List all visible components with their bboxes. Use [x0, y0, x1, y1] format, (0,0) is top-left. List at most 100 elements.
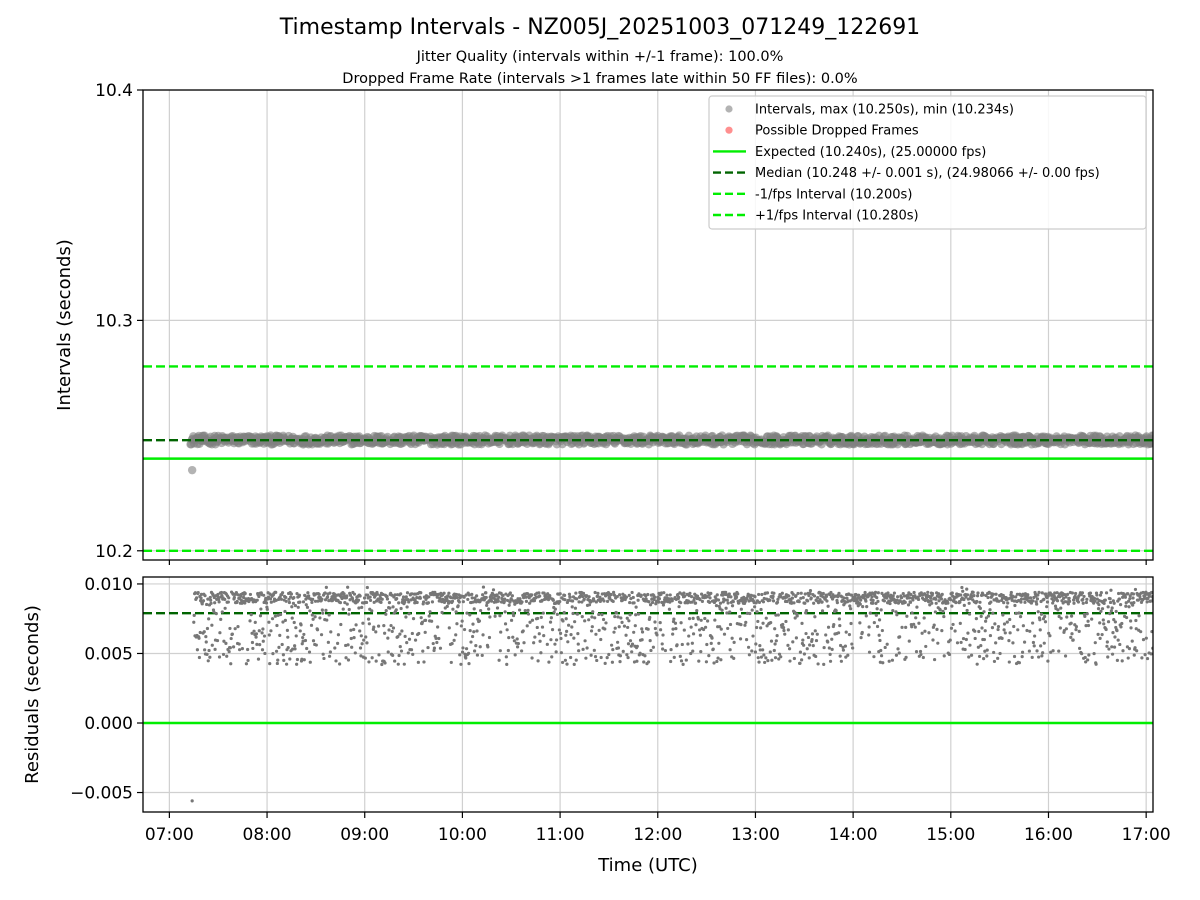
data-point-bottom: [650, 600, 655, 605]
data-point-bottom: [1080, 591, 1085, 595]
data-point-bottom: [549, 638, 553, 642]
data-point-bottom: [1109, 588, 1113, 592]
data-point-bottom: [744, 620, 748, 624]
data-point-bottom: [828, 659, 833, 663]
data-point-bottom: [726, 601, 730, 605]
data-point-bottom: [873, 590, 878, 594]
data-point-bottom: [808, 591, 812, 596]
data-point-bottom: [726, 626, 730, 631]
data-point-bottom: [310, 613, 314, 617]
data-point-bottom: [346, 643, 350, 647]
data-point-bottom: [1081, 597, 1085, 601]
data-point-bottom: [587, 595, 591, 599]
data-point-bottom: [909, 592, 913, 597]
data-point-bottom: [409, 598, 413, 602]
data-point-bottom: [983, 649, 987, 653]
data-point-bottom: [367, 660, 371, 664]
data-point-bottom: [346, 658, 351, 662]
data-point-bottom: [460, 619, 464, 623]
data-point-bottom: [248, 592, 253, 597]
data-point-bottom: [537, 591, 541, 595]
data-point-bottom: [973, 629, 977, 633]
data-point-bottom: [694, 623, 698, 627]
data-point-bottom: [447, 591, 451, 595]
data-point-bottom: [1154, 653, 1157, 656]
data-point-bottom: [794, 636, 798, 640]
data-point-bottom: [367, 622, 371, 626]
data-point-bottom: [327, 599, 331, 603]
data-point-bottom: [986, 614, 991, 618]
data-point-bottom: [327, 613, 331, 617]
data-point-bottom: [1110, 652, 1115, 656]
data-point-bottom: [535, 625, 539, 630]
data-point-bottom: [287, 597, 291, 601]
data-point-bottom: [296, 605, 300, 609]
data-point-bottom: [505, 662, 509, 666]
data-point-bottom: [285, 628, 289, 632]
data-point-bottom: [1086, 619, 1090, 623]
data-point-bottom: [1026, 596, 1030, 600]
data-point-bottom: [295, 657, 300, 662]
data-point-bottom: [236, 593, 240, 597]
data-point-bottom: [881, 661, 885, 665]
data-point-bottom: [671, 632, 675, 636]
data-point-bottom: [725, 598, 729, 602]
data-point-bottom: [861, 605, 865, 609]
data-point-bottom: [977, 654, 982, 659]
data-point-bottom: [774, 639, 778, 643]
data-point-bottom: [352, 636, 356, 640]
data-point-bottom: [540, 625, 545, 629]
data-point-bottom: [554, 638, 559, 642]
data-point-bottom: [1051, 601, 1055, 605]
data-point-bottom: [583, 619, 587, 623]
data-point-bottom: [875, 607, 879, 611]
data-point-bottom: [885, 642, 889, 646]
y-tick-label-bottom: 0.000: [84, 714, 133, 734]
data-point-bottom: [413, 638, 418, 642]
data-point-bottom: [396, 634, 400, 639]
data-point-bottom: [274, 598, 278, 602]
data-point-bottom: [953, 629, 957, 633]
data-point-bottom: [721, 593, 725, 597]
x-tick-label: 08:00: [243, 825, 292, 845]
data-point-bottom: [391, 605, 395, 609]
data-point-bottom: [387, 628, 391, 632]
data-point-bottom: [781, 622, 785, 627]
data-point-bottom: [991, 611, 995, 615]
data-point-bottom: [294, 626, 298, 630]
data-point-bottom: [304, 603, 308, 607]
data-point-bottom: [661, 603, 666, 607]
data-point-bottom: [640, 638, 644, 642]
data-point-bottom: [949, 626, 954, 630]
data-point-bottom: [725, 611, 729, 615]
data-point-bottom: [590, 615, 594, 619]
data-point-bottom: [275, 623, 279, 628]
data-point-bottom: [250, 631, 254, 635]
data-point-bottom: [315, 628, 320, 632]
data-point-bottom: [358, 646, 363, 650]
data-point-bottom: [471, 600, 476, 604]
data-point-bottom: [338, 601, 343, 605]
data-point-bottom: [1100, 633, 1104, 637]
data-point-bottom: [466, 651, 471, 655]
data-point-bottom: [942, 654, 946, 658]
data-point-bottom: [1088, 591, 1093, 595]
data-point-bottom: [1141, 638, 1146, 642]
data-point-bottom: [1051, 599, 1056, 603]
data-point-bottom: [959, 593, 963, 597]
data-point-bottom: [338, 662, 342, 666]
data-point-bottom: [341, 607, 345, 611]
data-point-bottom: [393, 593, 397, 597]
data-point-bottom: [1086, 623, 1091, 628]
data-point-bottom: [207, 617, 211, 621]
data-point-bottom: [738, 637, 743, 641]
data-point-bottom: [1147, 594, 1152, 598]
data-point-bottom: [681, 662, 685, 666]
data-point-bottom: [806, 599, 810, 603]
data-point-bottom: [793, 616, 797, 620]
data-point-bottom: [719, 658, 723, 662]
data-point-bottom: [1027, 649, 1032, 653]
data-point-bottom: [1039, 612, 1044, 616]
y-axis-label-top: Intervals (seconds): [54, 239, 75, 411]
data-point-bottom: [937, 592, 941, 596]
